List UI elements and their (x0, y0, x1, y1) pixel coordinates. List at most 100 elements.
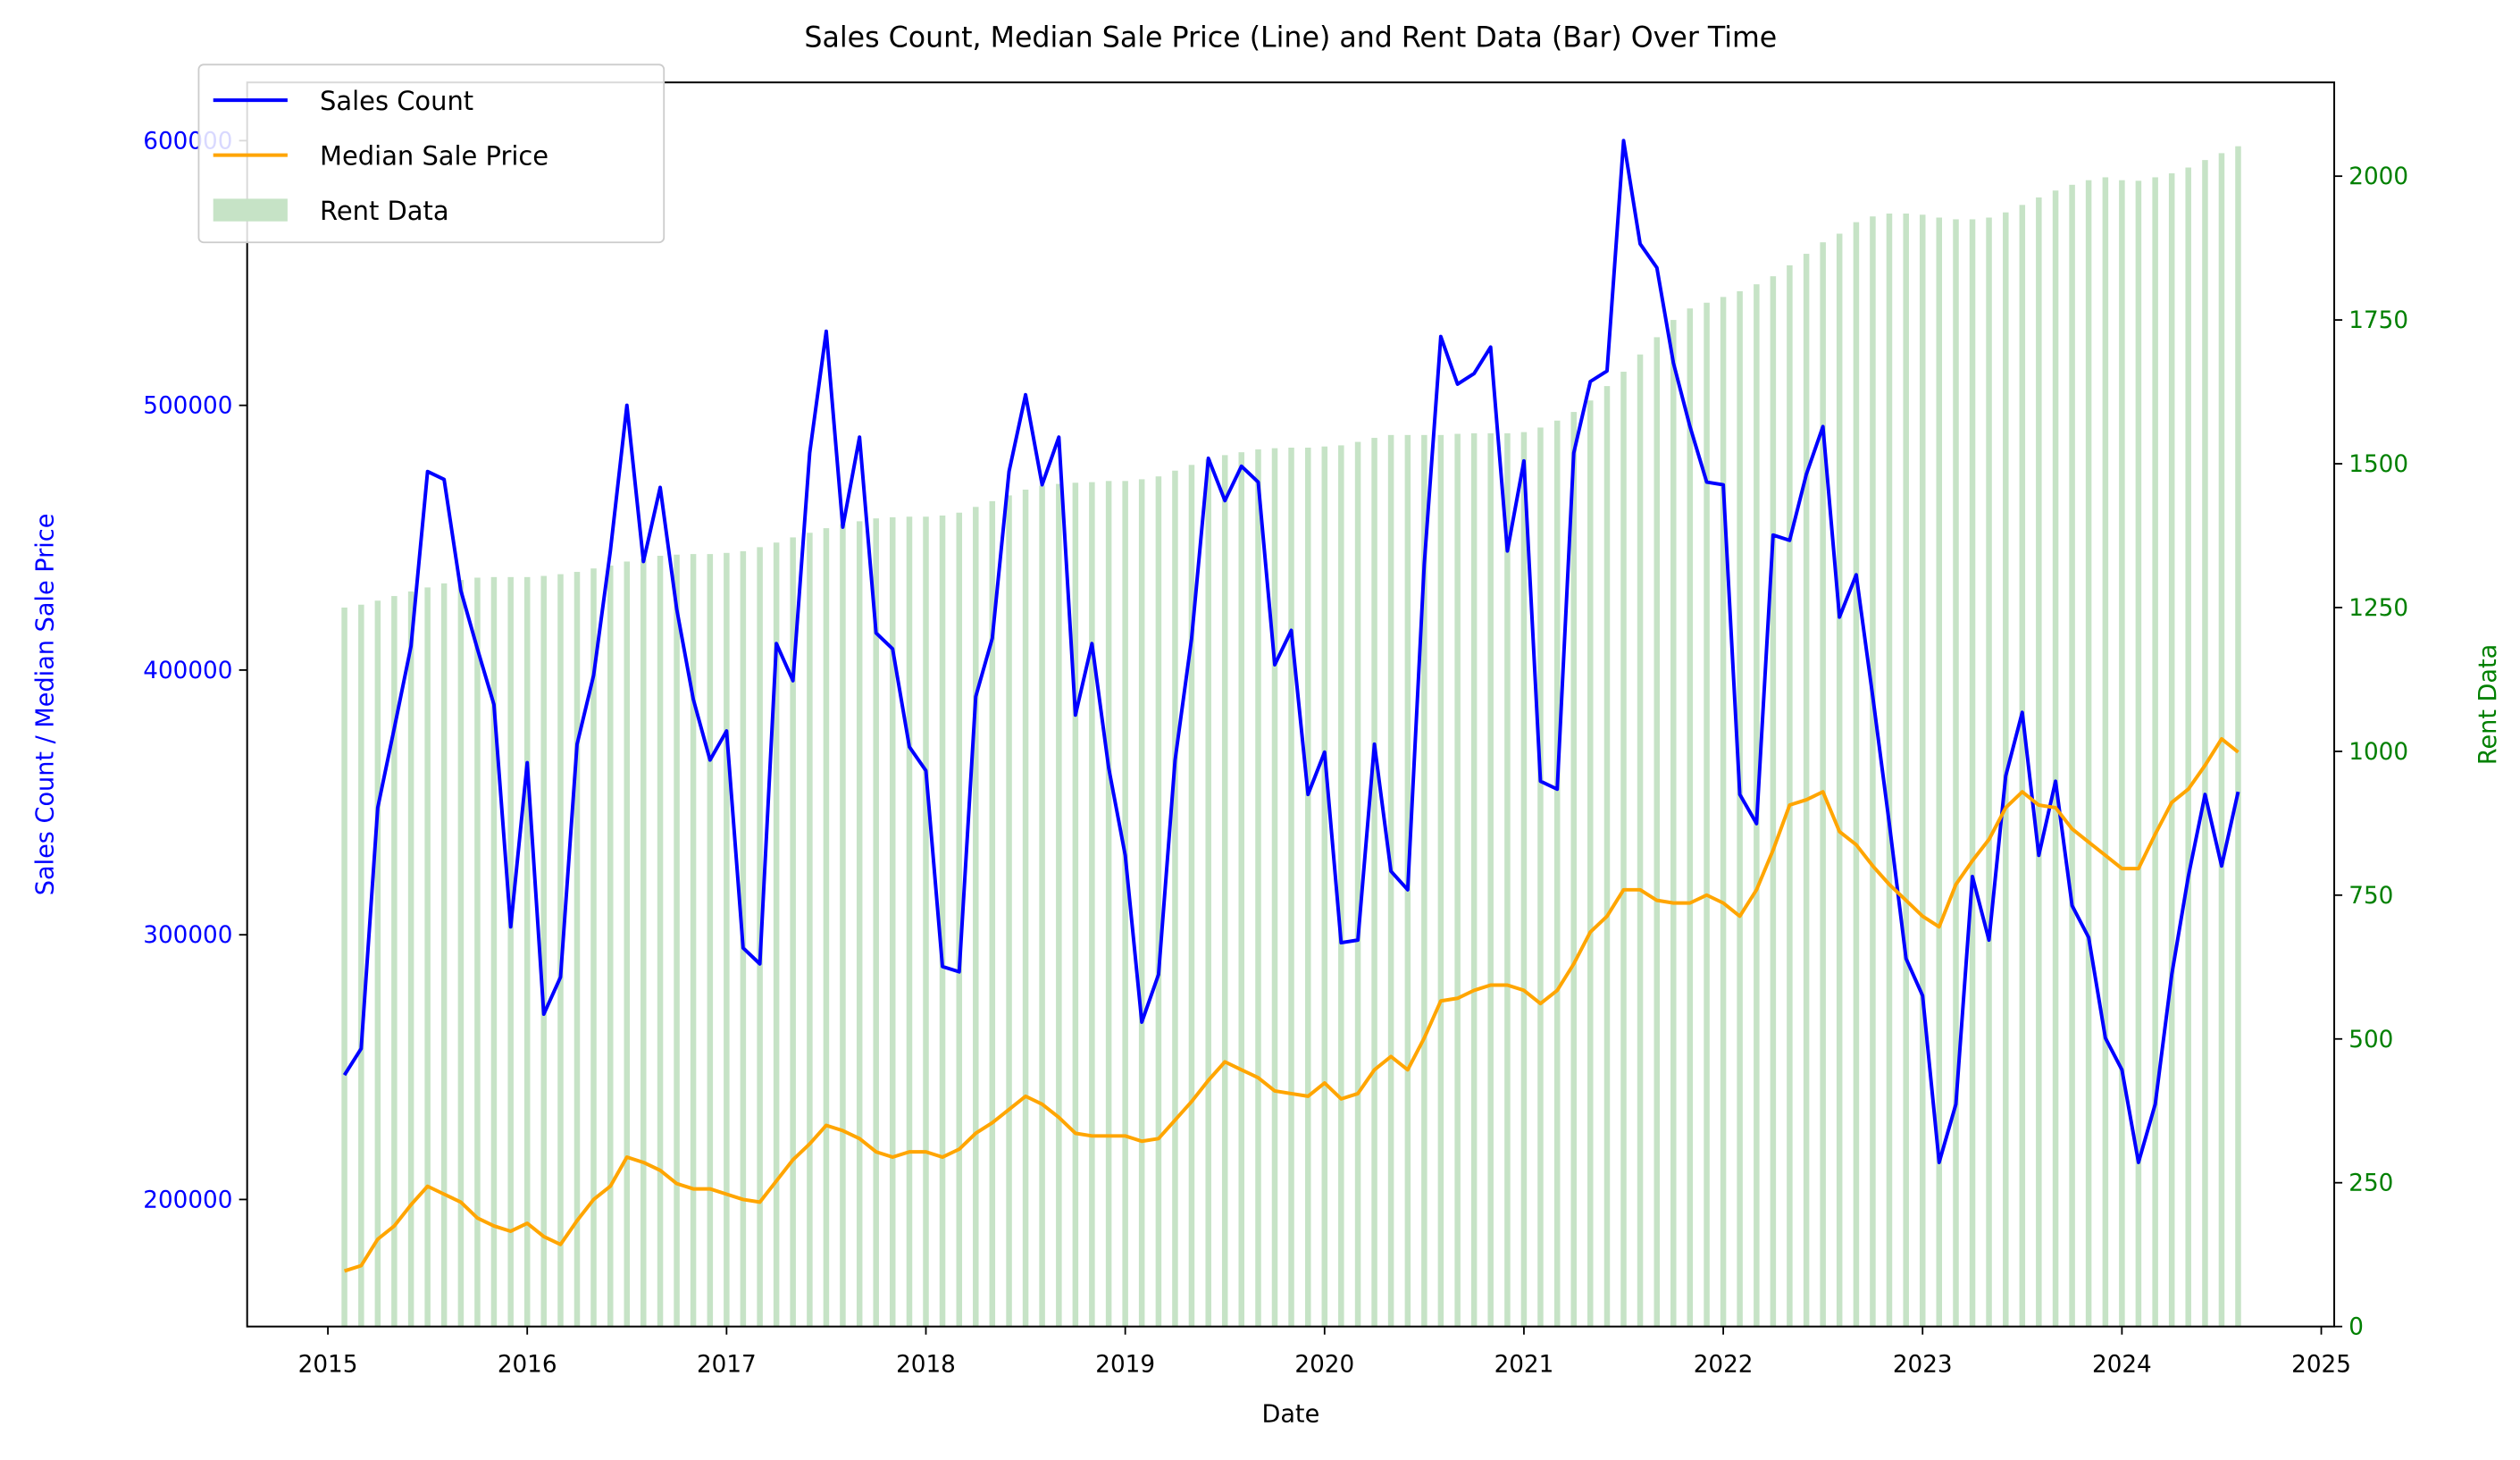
x-tick-label: 2019 (1095, 1351, 1155, 1378)
bar (523, 576, 531, 1327)
bar (2019, 205, 2026, 1327)
legend-label: Sales Count (320, 86, 473, 116)
bar (407, 591, 414, 1327)
bar (1553, 420, 1561, 1327)
x-tick-label: 2016 (498, 1351, 557, 1378)
bar (939, 515, 946, 1327)
bar (956, 512, 963, 1327)
bar (1022, 489, 1029, 1327)
bar (1820, 242, 1826, 1327)
bar (1919, 214, 1926, 1327)
legend-box (197, 63, 666, 244)
bar (2202, 160, 2208, 1327)
bar (773, 542, 780, 1327)
bar (2135, 180, 2142, 1327)
y2-tick-label: 1750 (2348, 307, 2408, 334)
bar (1570, 412, 1577, 1327)
bar (1986, 217, 1992, 1327)
bar (2185, 167, 2191, 1327)
bar (989, 500, 996, 1327)
bar (2052, 190, 2059, 1327)
bar (2152, 177, 2158, 1327)
x-tick-label: 2021 (1494, 1351, 1554, 1378)
bar (923, 516, 929, 1327)
bar (906, 516, 913, 1327)
bar (1354, 441, 1361, 1327)
line (343, 736, 2240, 1273)
bar (607, 565, 614, 1327)
bar (1520, 432, 1528, 1327)
y2-tick-label: 1250 (2348, 595, 2408, 622)
bar (1205, 458, 1211, 1327)
bar (1188, 465, 1195, 1327)
bar (1470, 432, 1478, 1327)
bar (1288, 447, 1294, 1327)
bar (2235, 146, 2241, 1327)
x-tick-label: 2020 (1294, 1351, 1354, 1378)
bar (1504, 432, 1511, 1327)
bar (790, 537, 796, 1327)
bar (2069, 184, 2075, 1327)
bar (457, 580, 465, 1327)
bar (1039, 485, 1045, 1327)
bar (1770, 276, 1777, 1327)
bar (2036, 197, 2042, 1327)
bar (1421, 434, 1427, 1327)
bar (1487, 432, 1494, 1327)
bar (1787, 264, 1793, 1327)
bar (1903, 213, 1909, 1327)
y-tick-label: 400000 (143, 658, 232, 684)
bar (1155, 476, 1162, 1327)
bar (1371, 438, 1377, 1327)
x-tick-label: 2022 (1694, 1351, 1754, 1378)
bar (1437, 434, 1444, 1327)
y2-tick-label: 2000 (2348, 164, 2408, 190)
bar (573, 572, 581, 1327)
y2-tick-label: 1500 (2348, 451, 2408, 478)
bar (474, 577, 481, 1327)
bar (1072, 482, 1079, 1327)
bar (374, 600, 381, 1327)
bar (424, 587, 431, 1327)
bar (1454, 433, 1461, 1327)
legend-label: Rent Data (320, 196, 449, 226)
legend-swatch (213, 198, 288, 222)
bar (690, 554, 697, 1327)
bar (1953, 219, 1959, 1327)
bar (1687, 308, 1694, 1327)
bar (1620, 372, 1627, 1327)
bar (358, 604, 364, 1327)
bar (624, 561, 631, 1327)
line (342, 138, 2240, 1164)
chart-title: Sales Count, Median Sale Price (Line) an… (804, 21, 1777, 54)
y2-tick-label: 500 (2348, 1027, 2393, 1053)
bar (1089, 482, 1095, 1327)
bar (1886, 213, 1893, 1327)
bar (590, 568, 597, 1327)
bar (807, 533, 813, 1327)
bar (540, 575, 547, 1327)
bar (1836, 233, 1843, 1327)
bar (1255, 449, 1261, 1327)
bar (341, 607, 347, 1327)
bar (1271, 448, 1278, 1327)
bar (1803, 254, 1810, 1327)
bar (1670, 320, 1677, 1327)
bar (823, 528, 830, 1327)
bar (657, 556, 664, 1327)
bar (557, 574, 564, 1327)
bar (391, 596, 398, 1327)
legend-label: Median Sale Price (320, 140, 548, 171)
bar (889, 516, 896, 1327)
bar (2085, 180, 2092, 1327)
x-tick-label: 2017 (697, 1351, 757, 1378)
bar (1637, 354, 1644, 1327)
x-tick-label: 2018 (896, 1351, 956, 1378)
bar (2119, 180, 2125, 1327)
bar (973, 507, 979, 1327)
bar (2168, 172, 2175, 1327)
bar (1056, 483, 1062, 1327)
bar (873, 518, 879, 1327)
